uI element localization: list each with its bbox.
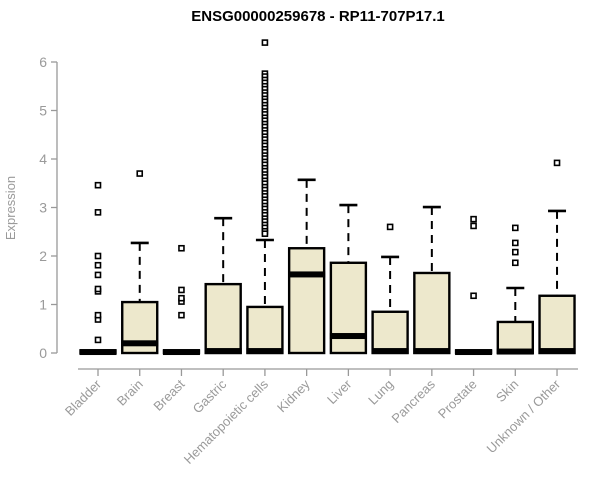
outlier-point xyxy=(511,248,519,256)
median-line xyxy=(121,340,159,347)
y-tick-label: 0 xyxy=(39,345,47,361)
outlier-point xyxy=(94,252,102,260)
median-line xyxy=(371,348,409,355)
outlier-point xyxy=(94,181,102,189)
y-tick-label: 3 xyxy=(39,200,47,216)
y-tick-label: 2 xyxy=(39,248,47,264)
y-tick-label: 5 xyxy=(39,103,47,119)
outlier-point xyxy=(178,286,185,294)
outlier-point xyxy=(94,285,102,293)
x-tick-label-lung: Lung xyxy=(365,377,396,408)
outlier-point xyxy=(94,311,102,319)
outlier-point xyxy=(178,244,185,252)
outlier-point xyxy=(94,209,102,216)
outlier-point xyxy=(470,292,477,300)
median-line xyxy=(79,349,117,356)
x-tick-label-unknown-other: Unknown / Other xyxy=(484,376,564,456)
box-unknown-other xyxy=(538,294,576,355)
outlier-point xyxy=(511,239,519,247)
box-gastric xyxy=(204,282,242,355)
median-line xyxy=(455,349,493,356)
median-line xyxy=(204,348,242,355)
outlier-point xyxy=(511,259,519,267)
outlier-point xyxy=(261,39,269,46)
outlier-point xyxy=(178,311,185,319)
chart-title: ENSG00000259678 - RP11-707P17.1 xyxy=(191,8,445,25)
box-liver xyxy=(329,261,368,355)
box-skin xyxy=(496,320,534,355)
y-tick-label: 1 xyxy=(39,297,47,313)
outlier-point xyxy=(553,159,561,167)
x-tick-label-skin: Skin xyxy=(493,377,521,405)
x-tick-label-brain: Brain xyxy=(114,377,146,409)
x-tick-label-breast: Breast xyxy=(150,376,187,413)
median-line xyxy=(496,348,534,355)
y-tick-label: 4 xyxy=(39,151,47,167)
box-hematopoietic-cells xyxy=(246,305,284,355)
outlier-point xyxy=(470,215,477,223)
x-tick-label-bladder: Bladder xyxy=(62,376,105,419)
x-tick-label-prostate: Prostate xyxy=(435,377,480,422)
outlier-point xyxy=(94,261,102,269)
outlier-point xyxy=(511,224,519,232)
x-tick-label-pancreas: Pancreas xyxy=(389,376,439,426)
box-lung xyxy=(371,310,409,355)
x-tick-label-kidney: Kidney xyxy=(274,376,313,415)
median-line xyxy=(288,271,326,278)
box-pancreas xyxy=(413,271,451,355)
median-line xyxy=(329,333,367,340)
y-tick-label: 6 xyxy=(39,54,47,70)
outlier-point xyxy=(386,223,394,231)
x-tick-label-gastric: Gastric xyxy=(190,376,230,416)
x-tick-label-liver: Liver xyxy=(324,376,355,407)
outlier-point xyxy=(94,336,102,344)
outlier-point xyxy=(178,294,185,302)
outlier-point xyxy=(261,230,269,237)
median-line xyxy=(162,349,200,356)
median-line xyxy=(413,348,451,355)
outlier-point xyxy=(136,170,144,177)
y-axis-label: Expression xyxy=(3,176,18,240)
outlier-point xyxy=(94,271,102,279)
box-kidney xyxy=(287,247,326,355)
outlier-point xyxy=(470,222,477,230)
median-line xyxy=(538,348,576,355)
median-line xyxy=(246,348,284,355)
